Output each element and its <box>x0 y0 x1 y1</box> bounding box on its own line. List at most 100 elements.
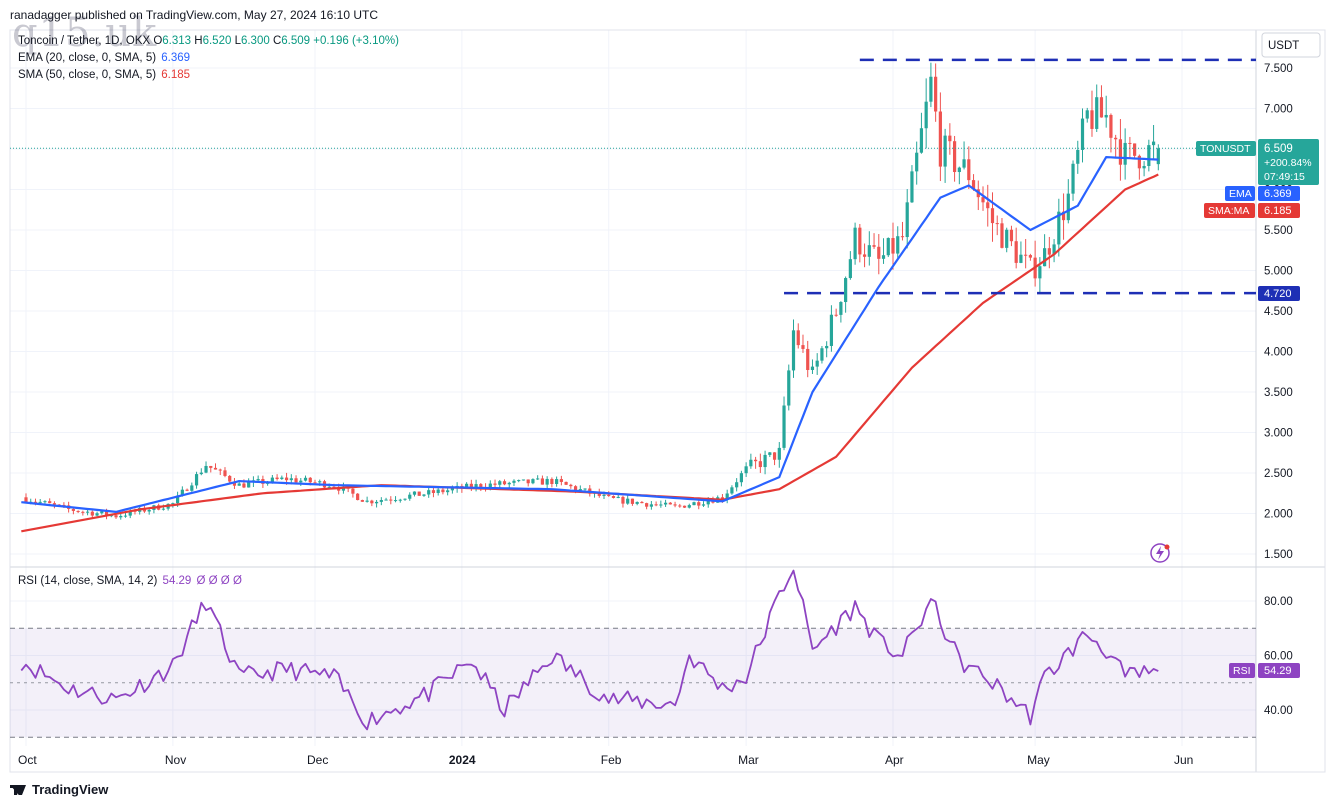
candle-body <box>289 478 293 481</box>
candle-body <box>531 479 535 484</box>
ohlc-high: 6.520 <box>202 35 232 47</box>
candle-body <box>190 485 194 491</box>
candle-body <box>114 515 118 518</box>
candle-body <box>626 498 630 504</box>
candle-body <box>578 489 582 491</box>
candle-body <box>948 135 952 142</box>
candle-body <box>1090 110 1094 129</box>
candle-body <box>417 491 421 496</box>
candle-body <box>33 501 38 503</box>
candle-body <box>194 474 199 486</box>
candle-body <box>441 489 445 493</box>
candle-body <box>725 493 729 500</box>
candle-body <box>858 227 862 255</box>
candle-body <box>228 475 232 482</box>
candle-body <box>536 478 540 480</box>
candle-body <box>545 478 549 485</box>
candle-body <box>952 141 957 173</box>
candle-body <box>232 481 237 486</box>
candle-body <box>446 490 450 493</box>
candle-body <box>408 494 412 499</box>
candle-body <box>436 489 440 493</box>
flash-icon-bolt <box>1156 546 1164 560</box>
rsi-tick-label: 80.00 <box>1264 596 1293 608</box>
candle-body <box>128 510 132 516</box>
candle-body <box>161 508 165 510</box>
candle-body <box>1061 211 1066 221</box>
candle-body <box>1019 254 1023 263</box>
candle-body <box>900 236 905 238</box>
candle-body <box>777 447 781 460</box>
candle-body <box>43 501 47 503</box>
price-badge-value: 6.509 <box>1264 143 1293 155</box>
rsi-legend[interactable]: RSI (14, close, SMA, 14, 2) 54.29 Ø Ø Ø … <box>18 575 242 587</box>
candle-body <box>512 480 516 483</box>
candle-body <box>834 314 838 316</box>
ema-legend[interactable]: EMA (20, close, 0, SMA, 5) 6.369 <box>18 52 190 64</box>
rsi-tag <box>1229 663 1255 678</box>
sma-legend[interactable]: SMA (50, close, 0, SMA, 5) 6.185 <box>18 69 190 81</box>
price-tick-label: 5.500 <box>1264 225 1293 237</box>
rsi-badge <box>1258 663 1300 678</box>
candle-body <box>1038 266 1042 279</box>
candle-body <box>1128 142 1132 144</box>
tradingview-brand: TradingView <box>32 782 109 797</box>
candle-body <box>1076 149 1080 164</box>
ohlc-close: 6.509 <box>281 35 311 47</box>
candle-body <box>749 459 753 467</box>
candle-body <box>891 238 895 254</box>
candle-body <box>962 159 966 168</box>
flash-icon-dot <box>1164 544 1170 550</box>
candle-body <box>218 469 222 471</box>
candle-body <box>223 470 227 476</box>
candle-body <box>687 505 691 508</box>
rsi-badge-value: 54.29 <box>1264 665 1292 677</box>
time-tick-label: Mar <box>738 753 759 767</box>
tradingview-logo[interactable]: TradingView <box>10 782 108 797</box>
candle-body <box>640 501 644 504</box>
candle-body <box>308 477 312 483</box>
candle-body <box>905 202 909 238</box>
candle-body <box>147 509 151 512</box>
candle-body <box>744 466 748 474</box>
candle-body <box>422 494 426 496</box>
candle-body <box>848 259 852 279</box>
candle-body <box>1071 163 1075 194</box>
candle-body <box>318 481 322 483</box>
candle-body <box>1080 118 1085 150</box>
sma-tag <box>1204 203 1255 218</box>
candle-body <box>332 486 336 488</box>
candle-body <box>85 511 90 513</box>
candle-body <box>772 452 777 460</box>
symbol-title: Toncoin / Tether, 1D, OKX <box>18 35 151 47</box>
candle-body <box>104 511 109 516</box>
candle-body <box>597 492 601 496</box>
candle-body <box>1156 148 1160 165</box>
sma50-line <box>21 173 1159 533</box>
candle-body <box>360 500 364 502</box>
ohlc-open-label: O <box>153 35 163 47</box>
candle-body <box>986 202 990 209</box>
candle-body <box>621 496 625 504</box>
candle-body <box>806 348 810 371</box>
price-badge-pct: +200.84% <box>1264 157 1312 169</box>
ema-legend-label: EMA (20, close, 0, SMA, 5) <box>18 52 157 64</box>
candle-body <box>498 481 502 485</box>
candle-body <box>384 499 388 501</box>
rsi-tick-label: 40.00 <box>1264 705 1293 717</box>
candle-body <box>393 500 398 502</box>
candle-body <box>924 101 928 129</box>
price-tick-label: 2.000 <box>1264 509 1293 521</box>
symbol-legend[interactable]: Toncoin / Tether, 1D, OKX O6.313 H6.520 … <box>18 35 399 47</box>
rsi-legend-label: RSI (14, close, SMA, 14, 2) <box>18 575 158 587</box>
candle-body <box>938 111 942 167</box>
currency-box[interactable] <box>1261 32 1321 58</box>
candle-body <box>877 246 881 259</box>
candle-body <box>867 245 871 257</box>
ohlc-close-label: C <box>272 35 282 47</box>
candle-body <box>81 511 85 513</box>
candle-body <box>1151 141 1156 146</box>
candle-body <box>351 488 355 494</box>
time-tick-label: Feb <box>601 753 622 767</box>
